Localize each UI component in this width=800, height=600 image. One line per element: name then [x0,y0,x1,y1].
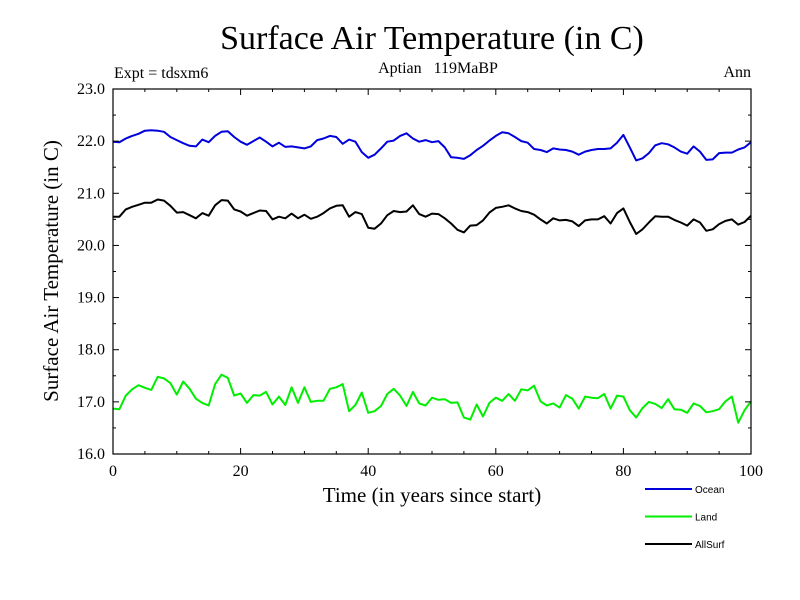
y-tick-label: 17.0 [77,394,105,411]
x-tick-label: 60 [488,463,504,480]
ticks-layer: 0 20 40 60 80 100 16.0 17.0 18.0 19.0 20.0 21.0 22.0… [77,81,763,480]
x-tick-label: 80 [615,463,631,480]
y-axis-label: Surface Air Temperature (in C) [39,140,63,402]
x-tick-label: 40 [360,463,376,480]
chart-title: Surface Air Temperature (in C) [220,20,644,57]
y-tick-label: 16.0 [77,446,105,463]
y-tick-label: 21.0 [77,185,105,202]
chart-subtitle: Aptian 119MaBP [378,60,498,77]
y-tick-label: 23.0 [77,81,105,98]
series-line-ocean [112,129,752,162]
x-tick-label: 20 [233,463,249,480]
y-tick-label: 20.0 [77,237,105,254]
expt-label: Expt = tdsxm6 [114,65,208,82]
y-tick-label: 22.0 [77,133,105,150]
series-layer [112,129,752,424]
legend-label-land: Land [695,513,717,524]
x-axis-label: Time (in years since start) [323,483,542,507]
legend-label-allsurf: AllSurf [695,540,725,551]
x-tick-label: 0 [109,463,117,480]
period-label: Ann [723,64,751,81]
y-tick-label: 19.0 [77,290,105,307]
x-tick-label: 100 [739,463,763,480]
legend-label-ocean: Ocean [695,485,724,496]
series-line-land [112,373,752,424]
series-line-allsurf [113,198,752,235]
legend: Ocean Land AllSurf [645,485,725,551]
y-tick-label: 18.0 [77,342,105,359]
